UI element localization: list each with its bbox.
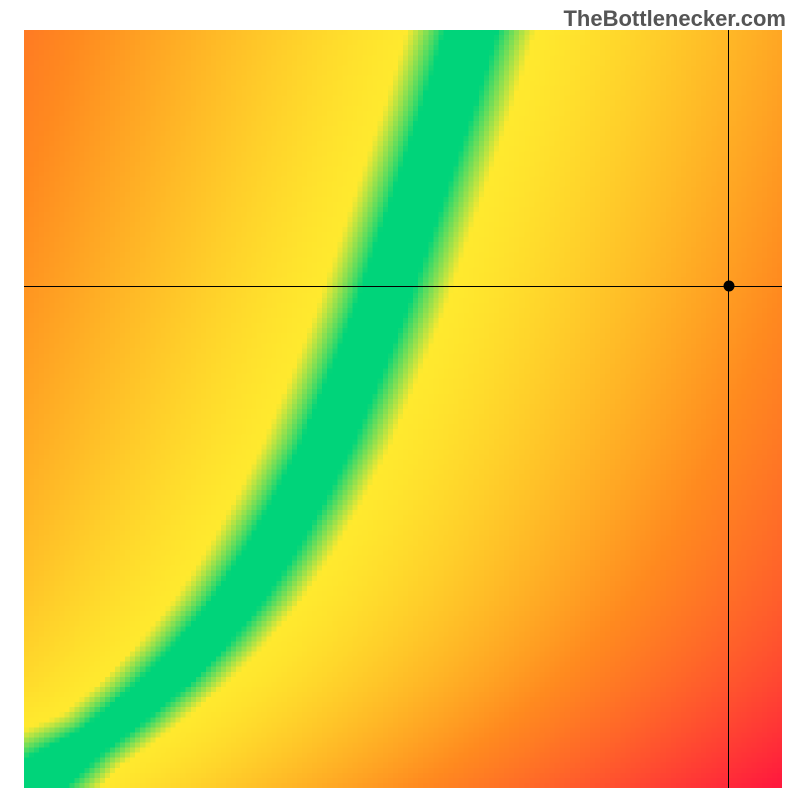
heatmap-canvas bbox=[24, 30, 782, 788]
watermark-text: TheBottlenecker.com bbox=[563, 6, 786, 32]
crosshair-dot bbox=[723, 281, 734, 292]
crosshair-horizontal bbox=[24, 286, 782, 287]
plot-area bbox=[24, 30, 782, 788]
crosshair-vertical bbox=[728, 30, 729, 788]
